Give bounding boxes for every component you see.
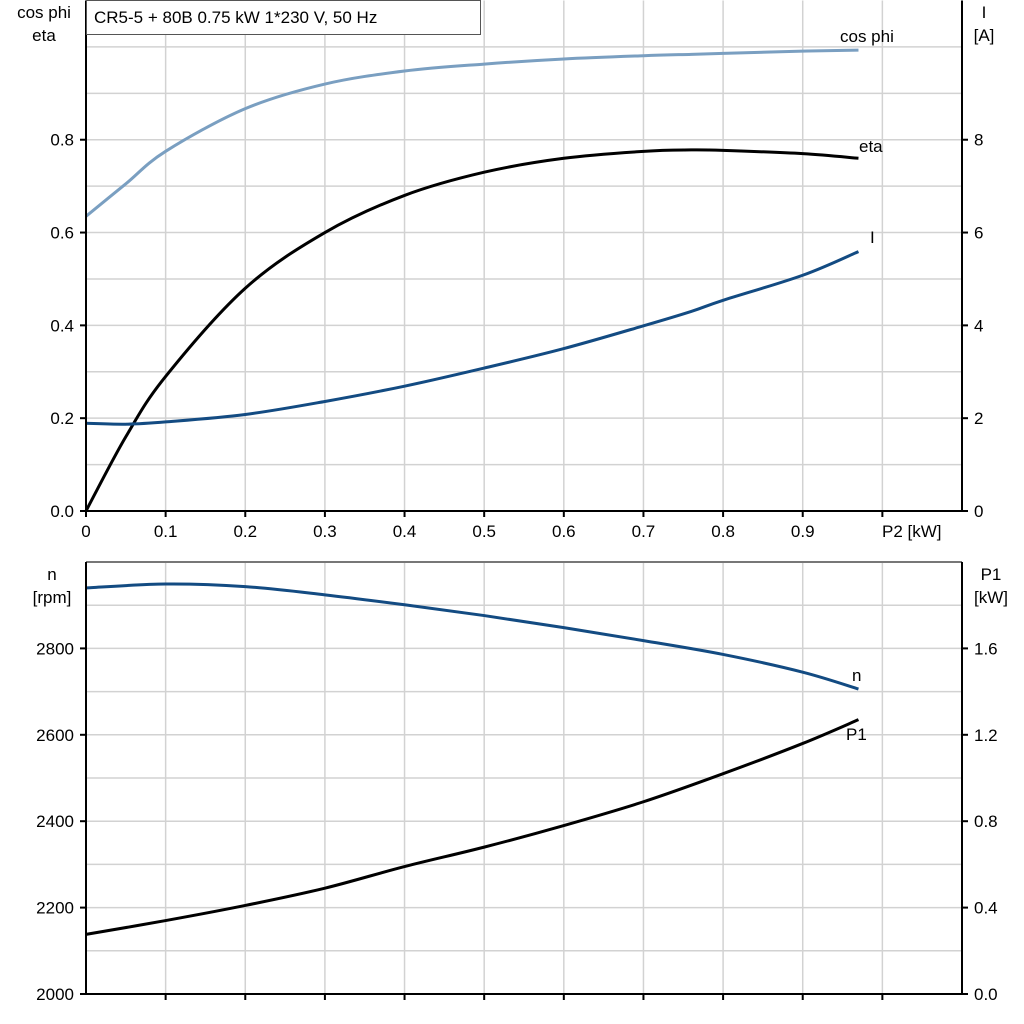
title-box [86, 0, 481, 35]
top-right-ylabel-2: [A] [974, 26, 995, 45]
series-line-i [85, 250, 860, 426]
series-line-cos-phi [85, 48, 859, 218]
left-tick-label: 0.8 [50, 131, 74, 150]
x-tick-label: 0.4 [393, 522, 417, 541]
series-label-eta: eta [859, 137, 883, 156]
series-line-eta [84, 148, 859, 512]
left-tick-label: 2000 [36, 985, 74, 1004]
x-tick-label: 0.1 [154, 522, 178, 541]
bottom-grid [86, 561, 962, 994]
x-tick-label: 0.8 [711, 522, 735, 541]
series-line-n [85, 582, 859, 691]
right-tick-label: 1.2 [974, 726, 998, 745]
series-label-i: I [870, 228, 875, 247]
axes: 0.0 0.2 0.4 0.6 0.8 0 2 4 6 8 0 0.1 0.2 0.3 0.4 0.5 0.6 0… [36, 0, 998, 1004]
left-tick-label: 2400 [36, 812, 74, 831]
x-tick-label: 0.5 [472, 522, 496, 541]
left-tick-label: 2800 [36, 639, 74, 658]
left-tick-label: 0.2 [50, 409, 74, 428]
bottom-right-ylabel-1: P1 [981, 565, 1002, 584]
x-tick-label: 0.9 [791, 522, 815, 541]
right-tick-label: 1.6 [974, 639, 998, 658]
right-tick-label: 0.4 [974, 899, 998, 918]
top-right-ylabel-1: I [982, 3, 987, 22]
bottom-left-ylabel-2: [rpm] [33, 588, 72, 607]
right-tick-label: 4 [974, 316, 983, 335]
chart-title: CR5-5 + 80B 0.75 kW 1*230 V, 50 Hz [94, 8, 377, 27]
x-tick-label: 0.6 [552, 522, 576, 541]
top-left-ylabel-1: cos phi [17, 3, 71, 22]
series-label-n: n [852, 666, 861, 685]
x-tick-label: 0.7 [632, 522, 656, 541]
right-tick-label: 0.8 [974, 812, 998, 831]
left-tick-label: 0.6 [50, 224, 74, 243]
right-tick-label: 2 [974, 409, 983, 428]
series-line-p1 [85, 718, 860, 936]
bottom-left-ylabel-1: n [47, 565, 56, 584]
right-tick-label: 8 [974, 131, 983, 150]
series-label-p1: P1 [846, 725, 867, 744]
right-tick-label: 0.0 [974, 985, 998, 1004]
right-tick-label: 0 [974, 502, 983, 521]
bottom-right-ylabel-2: [kW] [974, 588, 1008, 607]
x-axis-label: P2 [kW] [882, 522, 942, 541]
x-tick-label: 0.3 [313, 522, 337, 541]
left-tick-label: 0.4 [50, 316, 74, 335]
top-grid [86, 0, 962, 511]
x-tick-label: 0.2 [233, 522, 257, 541]
x-tick-label: 0 [81, 522, 90, 541]
left-tick-label: 2200 [36, 899, 74, 918]
right-tick-label: 6 [974, 224, 983, 243]
left-tick-label: 0.0 [50, 502, 74, 521]
curves [84, 48, 860, 936]
top-left-ylabel-2: eta [32, 26, 56, 45]
left-tick-label: 2600 [36, 726, 74, 745]
series-label-cos-phi: cos phi [840, 27, 894, 46]
